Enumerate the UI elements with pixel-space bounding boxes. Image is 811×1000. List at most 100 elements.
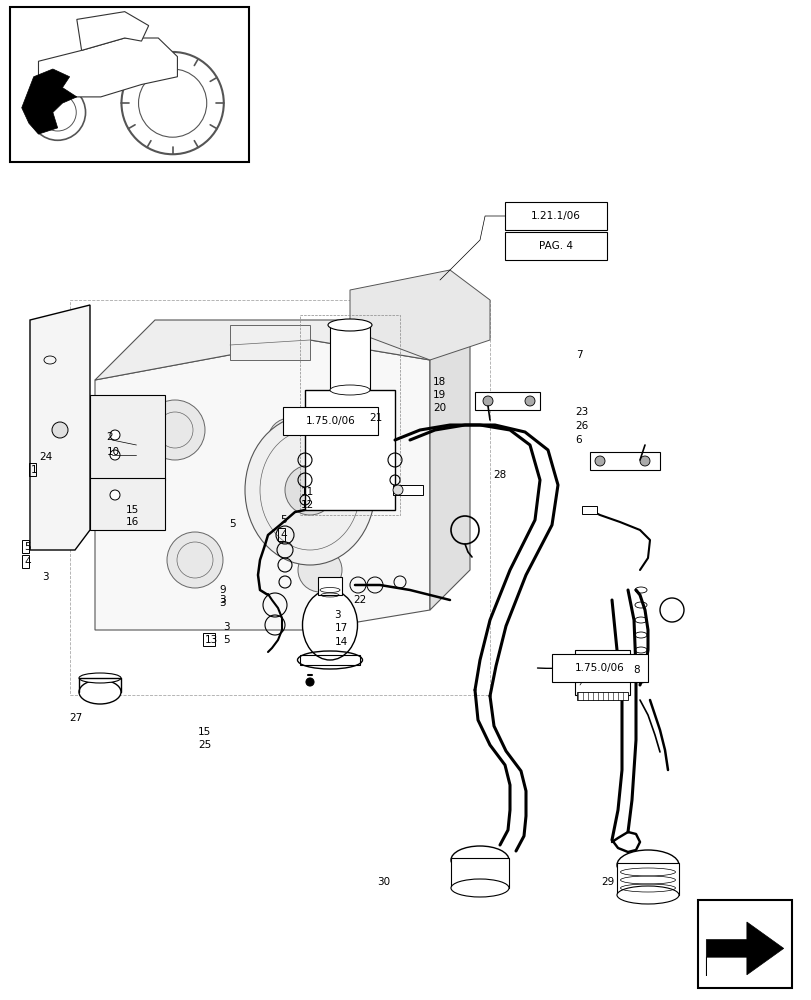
Text: 30: 30 — [377, 877, 390, 887]
Bar — [282, 407, 378, 435]
Bar — [616, 863, 678, 895]
Circle shape — [594, 456, 604, 466]
Bar — [577, 692, 627, 700]
Bar — [474, 392, 539, 410]
Text: 13: 13 — [204, 635, 217, 645]
Ellipse shape — [450, 846, 508, 874]
Polygon shape — [95, 340, 430, 630]
Text: 19: 19 — [432, 390, 445, 400]
Text: 28: 28 — [493, 470, 506, 480]
Bar — [318, 577, 341, 595]
Bar — [23, 555, 29, 568]
Text: 17: 17 — [334, 623, 347, 633]
Bar — [278, 528, 285, 541]
Text: 18: 18 — [432, 377, 445, 387]
Circle shape — [483, 396, 492, 406]
Circle shape — [167, 532, 223, 588]
Text: 24: 24 — [39, 452, 52, 462]
Circle shape — [109, 490, 120, 500]
Text: 15: 15 — [126, 505, 139, 515]
Bar — [230, 325, 310, 360]
Bar — [23, 540, 29, 553]
Circle shape — [145, 400, 204, 460]
Text: 27: 27 — [69, 713, 82, 723]
Ellipse shape — [329, 385, 370, 395]
Circle shape — [639, 456, 649, 466]
Text: 21: 21 — [369, 413, 382, 423]
Polygon shape — [95, 320, 470, 380]
Polygon shape — [430, 320, 470, 610]
Text: 2: 2 — [106, 432, 113, 442]
Ellipse shape — [79, 673, 121, 683]
Text: 11: 11 — [300, 487, 313, 497]
Bar — [450, 858, 508, 888]
Ellipse shape — [450, 879, 508, 897]
Ellipse shape — [79, 680, 121, 704]
Text: 1.75.0/06: 1.75.0/06 — [305, 416, 355, 426]
Bar — [504, 202, 606, 230]
Text: 7: 7 — [576, 350, 582, 360]
Circle shape — [525, 396, 534, 406]
Text: 8: 8 — [633, 665, 639, 675]
Circle shape — [393, 485, 402, 495]
Bar — [393, 485, 423, 495]
Text: 1.75.0/06: 1.75.0/06 — [574, 663, 624, 673]
Text: 3: 3 — [42, 572, 49, 582]
Text: 4: 4 — [280, 530, 286, 540]
Text: 1: 1 — [31, 465, 37, 475]
Ellipse shape — [616, 886, 678, 904]
Text: 22: 22 — [353, 595, 366, 605]
Text: 14: 14 — [334, 637, 347, 647]
Text: 23: 23 — [574, 407, 587, 417]
Text: 12: 12 — [300, 500, 313, 510]
Circle shape — [52, 422, 68, 438]
Text: PAG. 4: PAG. 4 — [539, 241, 572, 251]
Bar — [581, 506, 596, 514]
Text: 10: 10 — [106, 447, 119, 457]
Bar — [299, 655, 359, 665]
Polygon shape — [38, 38, 177, 97]
Text: 3: 3 — [219, 598, 225, 608]
Text: 26: 26 — [574, 421, 587, 431]
Bar — [90, 395, 165, 480]
Polygon shape — [706, 922, 783, 976]
Circle shape — [268, 418, 311, 462]
Polygon shape — [350, 270, 489, 360]
Bar — [574, 650, 629, 695]
Polygon shape — [30, 305, 90, 550]
Bar — [70, 300, 489, 695]
Text: 5: 5 — [280, 515, 286, 525]
Ellipse shape — [328, 319, 371, 331]
Bar — [697, 900, 791, 988]
Bar — [504, 232, 606, 260]
Circle shape — [306, 678, 314, 686]
Bar — [29, 463, 36, 476]
Text: 3: 3 — [219, 595, 225, 605]
Text: 5: 5 — [229, 519, 235, 529]
Bar — [90, 478, 165, 530]
Text: 6: 6 — [574, 435, 581, 445]
Circle shape — [298, 548, 341, 592]
Polygon shape — [22, 69, 77, 134]
Text: 20: 20 — [432, 403, 445, 413]
Text: 3: 3 — [334, 610, 341, 620]
Ellipse shape — [616, 850, 678, 880]
Text: 4: 4 — [24, 557, 31, 567]
Circle shape — [285, 465, 335, 515]
Ellipse shape — [245, 415, 375, 565]
Bar — [551, 654, 647, 682]
Text: 25: 25 — [198, 740, 211, 750]
Bar — [329, 325, 370, 390]
Text: 5: 5 — [223, 635, 230, 645]
Polygon shape — [77, 12, 148, 50]
Bar — [590, 452, 659, 470]
Text: 5: 5 — [24, 542, 31, 552]
Bar — [203, 633, 214, 646]
Ellipse shape — [303, 590, 357, 660]
Bar — [305, 390, 394, 510]
Text: 15: 15 — [198, 727, 211, 737]
Bar — [10, 7, 249, 162]
Circle shape — [109, 430, 120, 440]
Circle shape — [109, 450, 120, 460]
Bar — [299, 315, 400, 515]
